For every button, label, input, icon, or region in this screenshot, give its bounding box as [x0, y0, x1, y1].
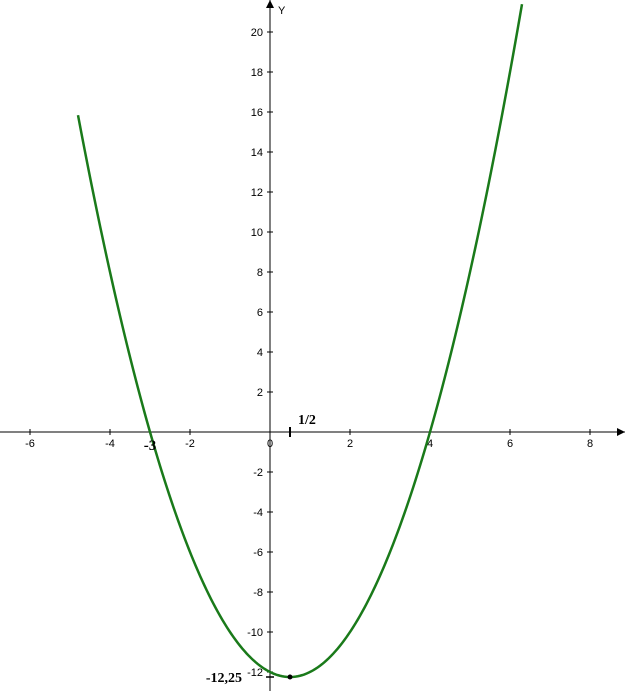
y-tick-label: 20: [251, 27, 263, 39]
y-tick-label: -12: [247, 667, 263, 679]
y-tick-label: 18: [251, 67, 263, 79]
y-tick-label: 10: [251, 227, 263, 239]
y-tick-label: -10: [247, 627, 263, 639]
x-tick-label: 8: [587, 438, 593, 450]
y-tick-label: -8: [253, 587, 263, 599]
y-tick-label: 12: [251, 187, 263, 199]
y-tick-label: 8: [257, 267, 263, 279]
parabola-chart: Y-6-4-202468-12-10-8-6-4-224681012141618…: [0, 0, 625, 691]
y-tick-label: -4: [253, 507, 263, 519]
y-tick-label: 4: [257, 347, 263, 359]
x-tick-label: 6: [507, 438, 513, 450]
x-tick-label: -6: [25, 438, 35, 450]
y-tick-label: -2: [253, 467, 263, 479]
x-tick-label: 0: [267, 438, 273, 450]
annotation-vertex-x: 1/2: [298, 413, 316, 428]
y-tick-label: 6: [257, 307, 263, 319]
annotation-vertex-y: -12,25: [206, 671, 242, 686]
vertex-point: [288, 675, 293, 680]
y-axis-label: Y: [278, 5, 286, 17]
x-tick-label: -2: [185, 438, 195, 450]
x-tick-label: -4: [105, 438, 115, 450]
y-tick-label: 2: [257, 387, 263, 399]
y-tick-label: 14: [251, 147, 263, 159]
x-tick-label: 2: [347, 438, 353, 450]
y-tick-label: 16: [251, 107, 263, 119]
y-tick-label: -6: [253, 547, 263, 559]
annotation-root-left: -3: [144, 438, 157, 454]
